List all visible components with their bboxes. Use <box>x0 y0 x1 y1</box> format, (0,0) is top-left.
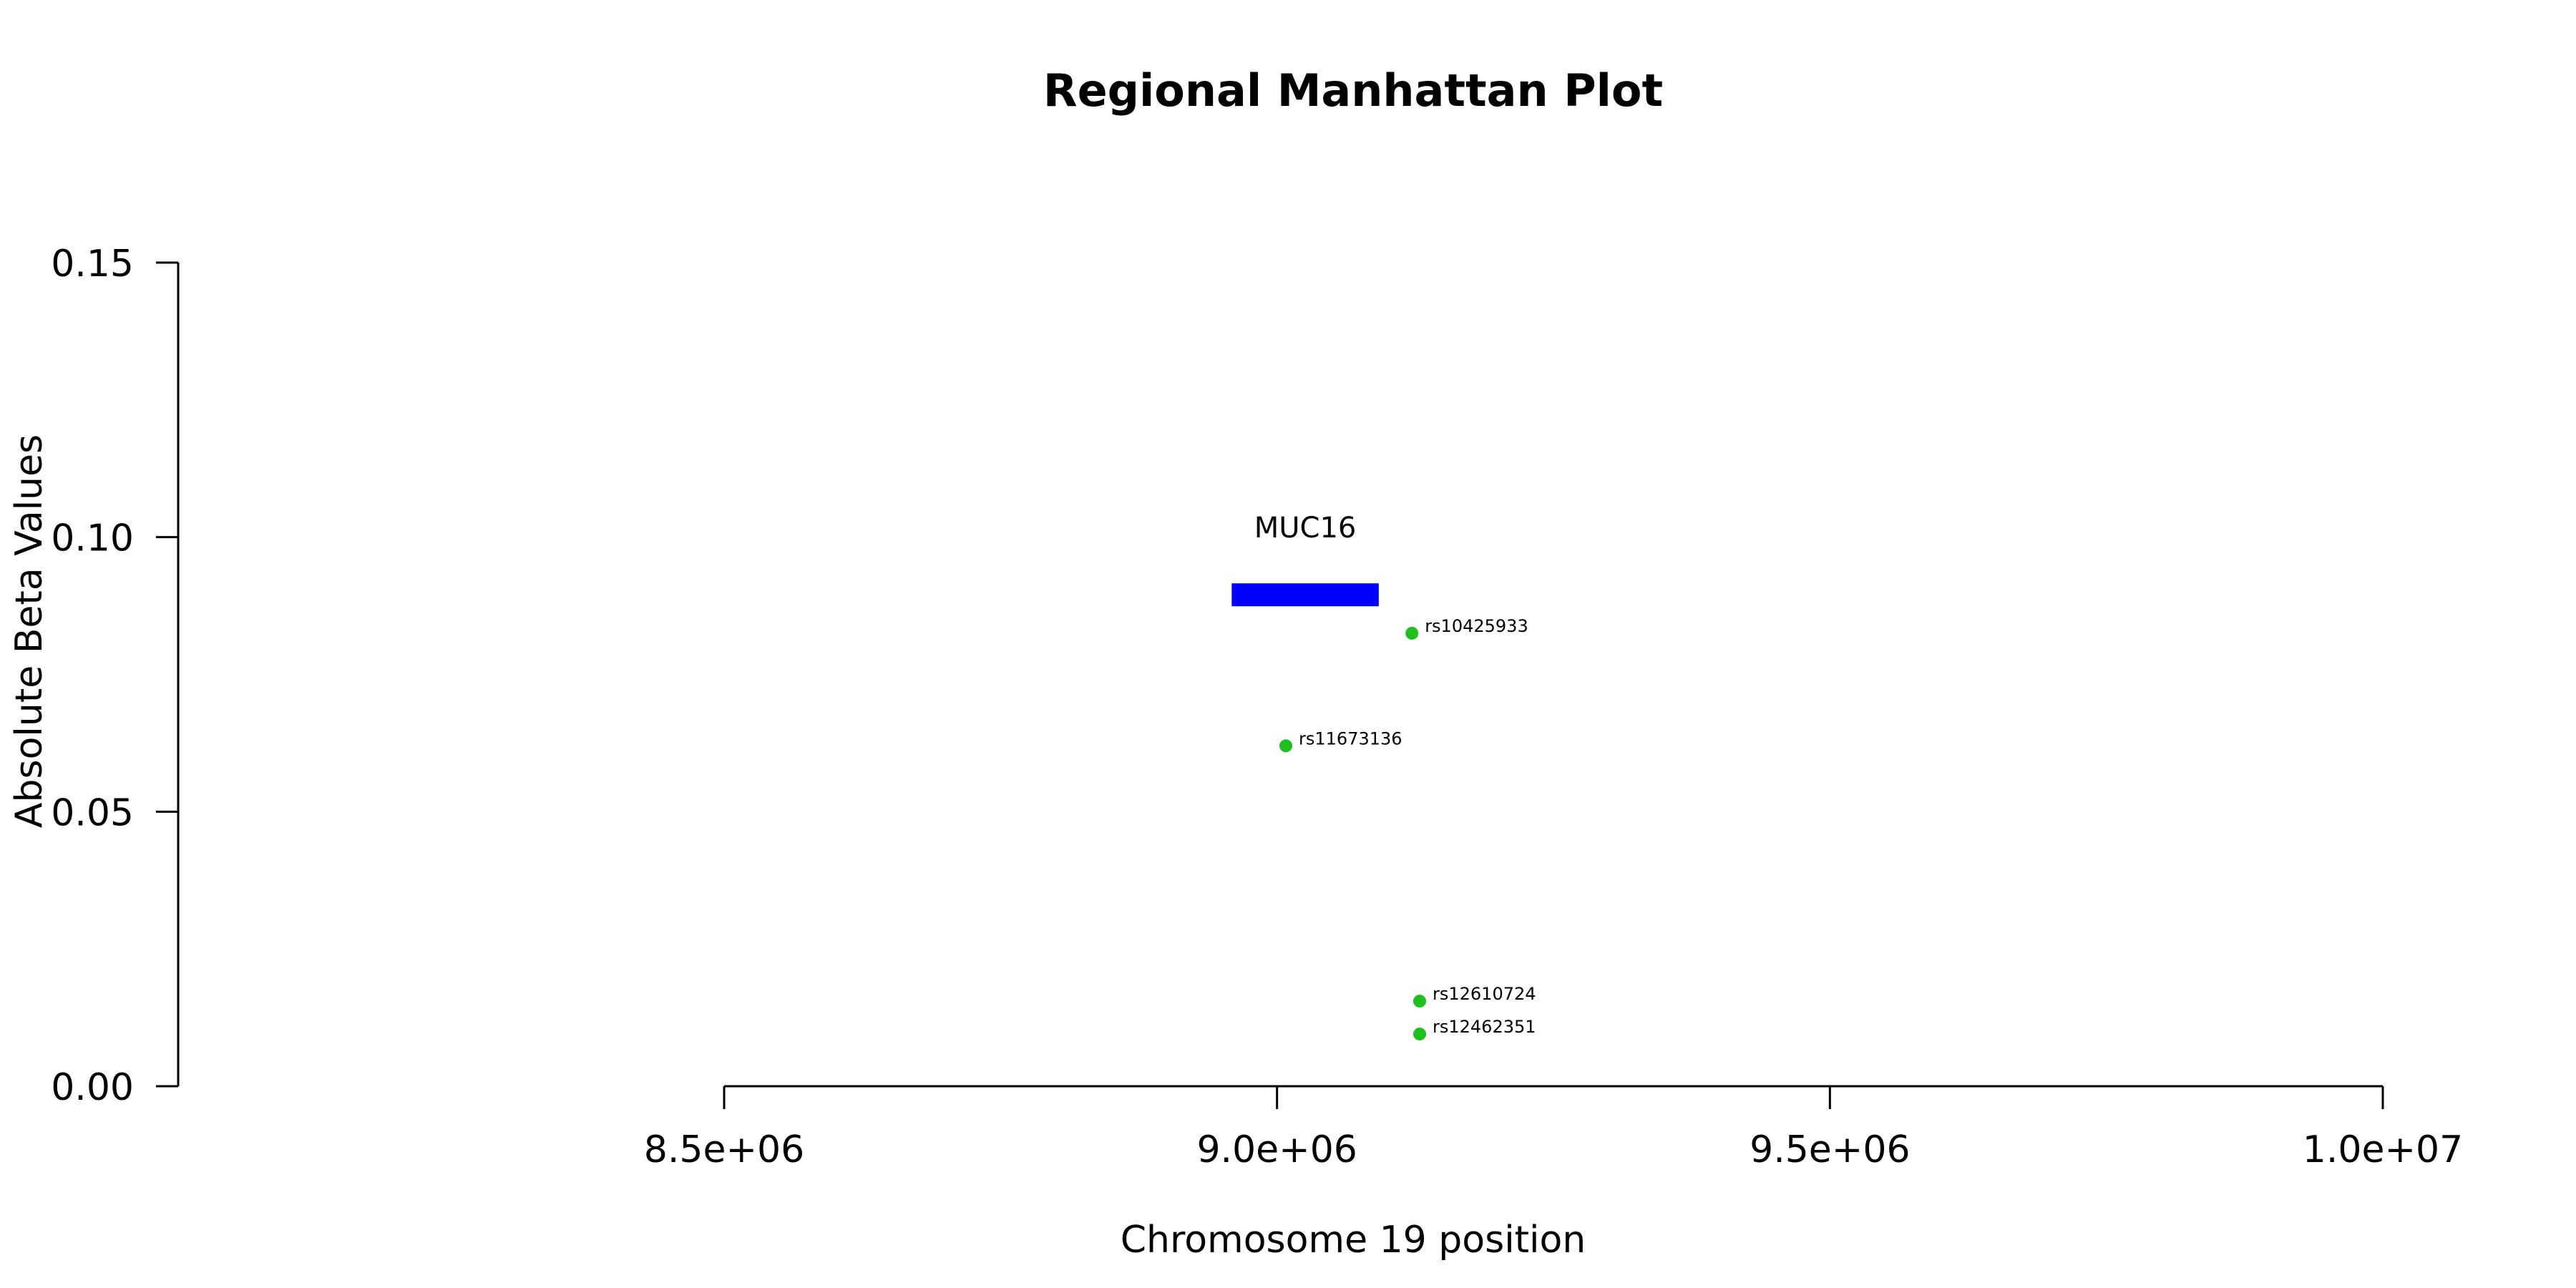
snp-point <box>1413 995 1427 1008</box>
gene-label: MUC16 <box>1254 512 1357 545</box>
x-tick-label: 9.0e+06 <box>1196 1128 1357 1171</box>
gene-track: MUC16 <box>1231 512 1379 607</box>
x-tick-label: 9.5e+06 <box>1750 1128 1910 1171</box>
gene-bar-muc16 <box>1231 583 1379 607</box>
chart-title: Regional Manhattan Plot <box>1043 64 1663 117</box>
snp-point <box>1405 626 1419 640</box>
snp-point <box>1279 739 1293 753</box>
y-tick-label: 0.00 <box>51 1066 134 1109</box>
x-tick-label: 1.0e+07 <box>2303 1128 2463 1171</box>
snp-label: rs12462351 <box>1433 1017 1536 1037</box>
y-tick-label: 0.05 <box>51 791 134 834</box>
y-tick-label: 0.15 <box>51 243 134 286</box>
x-axis-label: Chromosome 19 position <box>1121 1219 1586 1262</box>
y-tick-label: 0.10 <box>51 517 134 560</box>
snp-label: rs11673136 <box>1299 728 1402 748</box>
snp-label: rs12610724 <box>1433 984 1536 1004</box>
snp-point <box>1413 1028 1427 1041</box>
snp-label: rs10425933 <box>1425 616 1528 636</box>
snp-points: rs10425933 rs11673136 rs12610724 rs12462351 <box>1279 616 1536 1041</box>
axes: 0.00 0.05 0.10 0.15 8.5e+06 9.0e+06 9.5e+06 1.0… <box>51 243 2463 1171</box>
y-axis-label: Absolute Beta Values <box>8 434 51 828</box>
x-tick-label: 8.5e+06 <box>644 1128 804 1171</box>
